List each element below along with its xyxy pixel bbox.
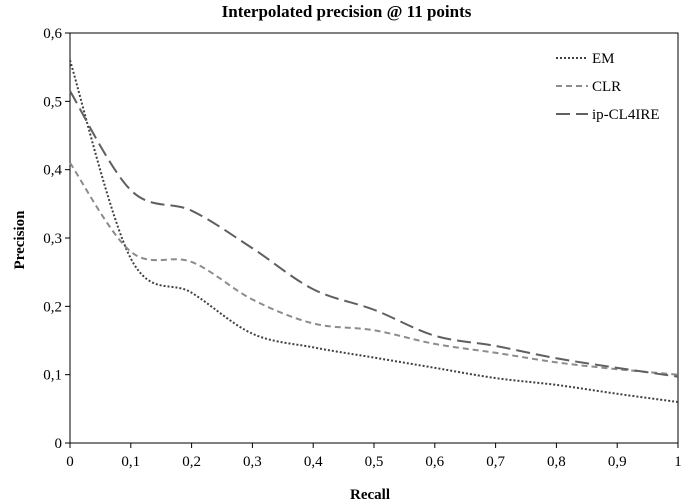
series-lines [69, 60, 679, 403]
x-tick-label: 0,7 [486, 454, 505, 470]
tick-labels: 0 0,1 0,2 0,3 0,4 0,5 0,6 0 0,1 0,2 0,3 0,4 0,5 0,6 0,… [43, 26, 682, 470]
series-line-ip-cl4ire [69, 90, 679, 378]
x-tick-label: 0,1 [121, 454, 140, 470]
y-tick-label: 0,5 [43, 94, 62, 110]
y-tick-label: 0,6 [43, 26, 62, 42]
x-tick-label: 0,8 [547, 454, 566, 470]
y-tick-label: 0 [55, 436, 63, 452]
legend-label-em: EM [592, 51, 615, 67]
legend-label-ip-cl4ire: ip-CL4IRE [592, 107, 660, 123]
legend: EM CLR ip-CL4IRE [556, 51, 660, 123]
series-line-em [69, 60, 679, 403]
x-tick-label: 0,3 [243, 454, 262, 470]
x-tick-label: 1 [674, 454, 682, 470]
y-axis-label: Precision [12, 210, 28, 270]
y-tick-label: 0,1 [43, 368, 62, 384]
chart-title: Interpolated precision @ 11 points [221, 2, 472, 21]
x-tick-label: 0,4 [304, 454, 323, 470]
y-tick-label: 0,4 [43, 163, 62, 179]
y-tick-label: 0,2 [43, 299, 62, 315]
x-tick-label: 0,5 [365, 454, 384, 470]
x-tick-label: 0 [66, 454, 74, 470]
series-line-clr [69, 162, 679, 376]
x-tick-label: 0,2 [182, 454, 201, 470]
legend-label-clr: CLR [592, 79, 621, 95]
axes [69, 32, 679, 444]
plot-area [69, 32, 679, 444]
y-tick-label: 0,3 [43, 231, 62, 247]
x-tick-label: 0,6 [425, 454, 444, 470]
x-axis-label: Recall [350, 487, 390, 503]
x-tick-label: 0,9 [608, 454, 627, 470]
